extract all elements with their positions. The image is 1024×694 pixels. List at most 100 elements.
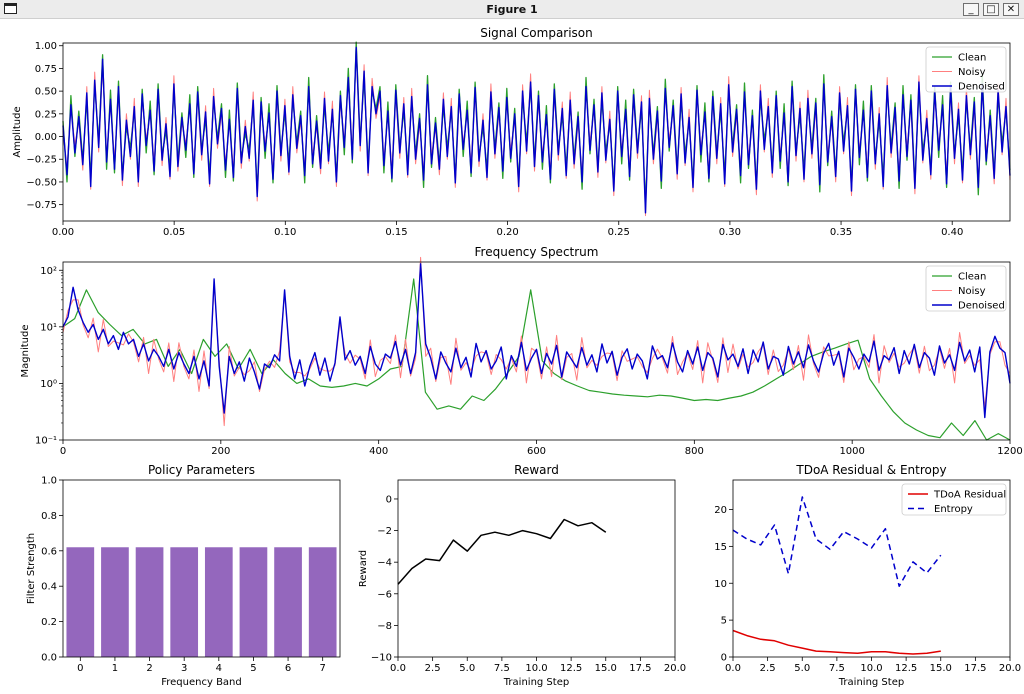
reward-axes-frame — [397, 479, 676, 658]
policy-title: Policy Parameters — [148, 463, 255, 477]
signal-ytick-label: −0.75 — [26, 200, 57, 211]
tdoa-xtick-label: 10.0 — [860, 663, 882, 674]
policy-xtick-label: 7 — [320, 663, 326, 674]
signal-xtick-label: 0.05 — [163, 227, 185, 238]
signal-xtick-label: 0.35 — [830, 227, 852, 238]
spectrum-xtick-label: 200 — [211, 446, 230, 457]
policy-ytick-label: 0.0 — [41, 653, 57, 664]
reward-xtick-label: 12.5 — [560, 663, 582, 674]
signal-ytick-label: 0.50 — [35, 87, 57, 98]
policy-bar — [101, 547, 129, 657]
signal-xtick-label: 0.15 — [385, 227, 407, 238]
spectrum-denoised-line — [62, 263, 1011, 419]
reward-xtick-label: 2.5 — [425, 663, 441, 674]
policy-bar — [308, 547, 337, 657]
reward-ytick-label: −6 — [377, 589, 392, 600]
policy-bar — [66, 547, 95, 657]
spectrum-legend-label: Noisy — [958, 286, 986, 297]
signal-xtick-label: 0.30 — [719, 227, 741, 238]
tdoa-legend — [901, 483, 1007, 516]
tdoa-xtick-label: 15.0 — [930, 663, 952, 674]
window-title: Figure 1 — [486, 3, 538, 16]
policy-axes-frame — [62, 479, 341, 658]
reward-xtick-label: 7.5 — [494, 663, 510, 674]
policy-xtick-label: 3 — [181, 663, 187, 674]
spectrum-xtick-label: 600 — [527, 446, 546, 457]
reward-ytick-label: −10 — [371, 653, 392, 664]
signal-legend — [925, 46, 1007, 93]
reward-ytick-label: −2 — [377, 526, 392, 537]
policy-xtick-label: 6 — [285, 663, 291, 674]
reward-ytick-label: −4 — [377, 558, 392, 569]
reward-xtick-label: 0.0 — [390, 663, 406, 674]
reward-xtick-label: 20.0 — [664, 663, 686, 674]
spectrum-legend-label: Denoised — [958, 301, 1005, 312]
reward-title: Reward — [514, 463, 559, 477]
spectrum-xtick-label: 0 — [60, 446, 66, 457]
policy-bar — [274, 547, 302, 657]
tdoa-xtick-label: 12.5 — [895, 663, 917, 674]
tdoa-xtick-label: 7.5 — [829, 663, 845, 674]
maximize-button[interactable]: □ — [983, 3, 999, 16]
signal-ylabel: Amplitude — [12, 106, 23, 157]
policy-xtick-label: 2 — [146, 663, 152, 674]
tdoa-xtick-label: 20.0 — [999, 663, 1021, 674]
policy-xtick-label: 4 — [216, 663, 222, 674]
reward-xtick-label: 5.0 — [459, 663, 475, 674]
signal-ytick-label: 0.75 — [35, 64, 57, 75]
minimize-button[interactable]: _ — [963, 3, 979, 16]
spectrum-xtick-label: 800 — [685, 446, 704, 457]
spectrum-xtick-label: 400 — [369, 446, 388, 457]
spectrum-axes-frame — [62, 261, 1011, 441]
tdoa-ytick-label: 10 — [714, 579, 727, 590]
signal-title: Signal Comparison — [480, 26, 593, 40]
policy-xtick-label: 1 — [112, 663, 118, 674]
policy-bar — [170, 547, 199, 657]
spectrum-clean-line — [62, 278, 1011, 441]
tdoa-ytick-label: 20 — [714, 505, 727, 516]
signal-ytick-label: 0.00 — [35, 132, 57, 143]
signal-legend-label: Clean — [958, 53, 986, 64]
reward-plot-bg — [398, 480, 675, 657]
signal-legend-label: Denoised — [958, 82, 1005, 93]
reward-xlabel: Training Step — [503, 677, 569, 688]
policy-ytick-label: 0.4 — [41, 582, 57, 593]
spectrum-legend-label: Clean — [958, 272, 986, 283]
signal-ytick-label: −0.25 — [26, 155, 57, 166]
spectrum-ylabel: Magnitude — [20, 325, 31, 378]
spectrum-ytick-label: 10¹ — [40, 322, 57, 333]
signal-denoised-line — [62, 46, 1011, 214]
policy-ytick-label: 0.8 — [41, 511, 57, 522]
signal-xtick-label: 0.40 — [941, 227, 963, 238]
signal-xtick-label: 0.25 — [608, 227, 630, 238]
reward-xtick-label: 10.0 — [525, 663, 547, 674]
spectrum-xtick-label: 1000 — [839, 446, 864, 457]
title-bar[interactable]: Figure 1 _ □ ✕ — [0, 0, 1024, 19]
reward-line — [397, 518, 607, 585]
policy-bar — [204, 547, 233, 657]
spectrum-title: Frequency Spectrum — [475, 245, 599, 259]
window-app-icon[interactable] — [4, 3, 17, 14]
signal-xtick-label: 0.00 — [52, 227, 74, 238]
signal-legend-label: Noisy — [958, 67, 986, 78]
tdoa-title: TDoA Residual & Entropy — [795, 463, 946, 477]
signal-xtick-label: 0.20 — [496, 227, 518, 238]
tdoa-residual-line — [732, 629, 941, 655]
policy-xlabel: Frequency Band — [161, 677, 242, 688]
spectrum-xtick-label: 1200 — [997, 446, 1022, 457]
spectrum-ytick-label: 10² — [40, 266, 57, 277]
policy-xtick-label: 0 — [77, 663, 83, 674]
signal-axes-frame — [62, 42, 1011, 222]
tdoa-legend-label: Entropy — [934, 504, 973, 515]
reward-ytick-label: −8 — [377, 621, 392, 632]
spectrum-ytick-label: 10⁰ — [40, 379, 57, 390]
tdoa-xtick-label: 17.5 — [964, 663, 986, 674]
policy-bar — [239, 547, 268, 657]
close-button[interactable]: ✕ — [1003, 3, 1019, 16]
tdoa-ytick-label: 0 — [721, 653, 727, 664]
signal-ytick-label: 1.00 — [35, 41, 57, 52]
tdoa-xlabel: Training Step — [838, 677, 904, 688]
spectrum-legend — [925, 265, 1007, 312]
